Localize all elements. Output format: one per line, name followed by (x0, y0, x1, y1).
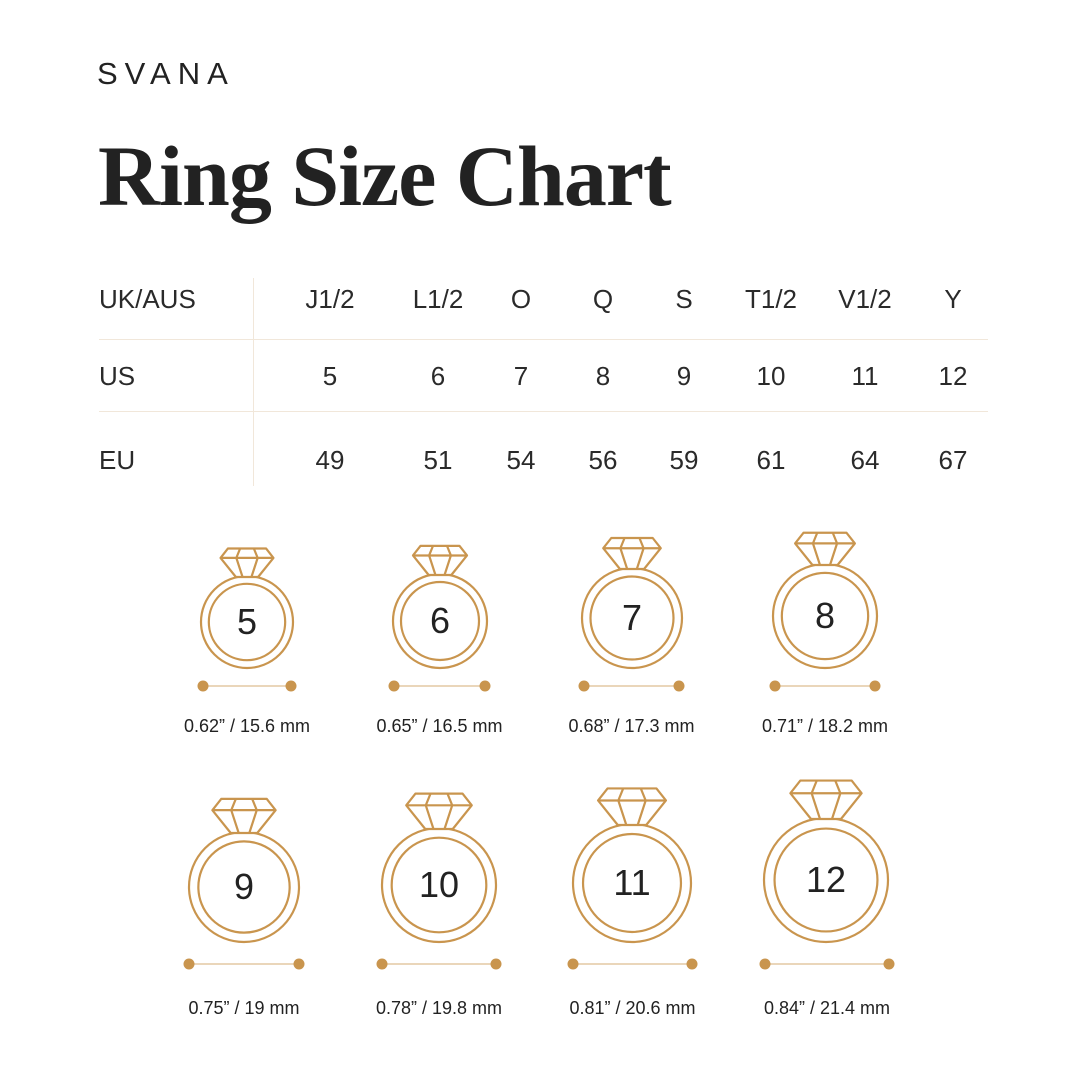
diamond-facets (795, 532, 855, 566)
table-cell: V1/2 (838, 284, 892, 314)
table-cell: 9 (676, 361, 692, 391)
ring-measurement: 0.62” / 15.6 mm (183, 716, 311, 736)
ring-size-number: 6 (430, 600, 450, 641)
diamond-icon (602, 536, 662, 571)
diamond-facets (790, 780, 862, 820)
ring-size-8: 8 (769, 531, 881, 692)
ring-size-11: 11 (567, 787, 698, 970)
diamond-icon (793, 531, 857, 567)
table-cell: 67 (938, 445, 968, 475)
table-cell: 12 (938, 361, 968, 391)
row-label: EU (99, 445, 136, 475)
diamond-icon (219, 547, 275, 579)
table-cell: L1/2 (412, 284, 464, 314)
ring-measurement: 0.81” / 20.6 mm (569, 998, 696, 1018)
ring-size-12: 12 (759, 779, 895, 970)
diameter-endpoint (883, 958, 895, 970)
ring-size-5: 5 (197, 547, 297, 692)
table-divider-vertical (253, 278, 254, 486)
ring-size-number: 5 (237, 601, 257, 642)
table-cell: 59 (669, 445, 699, 475)
table-cell: 8 (595, 361, 611, 391)
ring-size-7: 7 (578, 536, 685, 692)
diamond-icon (789, 779, 863, 821)
diameter-endpoint (285, 680, 297, 692)
table-cell: 54 (506, 445, 536, 475)
diameter-endpoint (388, 680, 400, 692)
diamond-facets (220, 548, 274, 578)
diameter-endpoint (376, 958, 388, 970)
table-divider (99, 411, 988, 412)
table-cell: 51 (423, 445, 453, 475)
row-label: UK/AUS (99, 284, 196, 314)
diamond-facets (212, 798, 276, 834)
table-cell: 7 (513, 361, 529, 391)
diamond-icon (411, 544, 469, 577)
ring-inner (390, 836, 488, 934)
diameter-endpoint (869, 680, 881, 692)
diamond-facets (598, 788, 666, 826)
table-cell: 5 (322, 361, 338, 391)
diameter-endpoint (197, 680, 209, 692)
ring-size-number: 9 (234, 866, 254, 907)
diamond-icon (211, 797, 277, 835)
ring-inner (399, 580, 481, 662)
ring-size-9: 9 (183, 797, 305, 970)
table-cell: 61 (756, 445, 786, 475)
ring-size-number: 10 (419, 864, 459, 905)
page-title: Ring Size Chart (98, 128, 672, 224)
row-label: US (99, 361, 136, 391)
diameter-endpoint (578, 680, 590, 692)
diameter-endpoint (567, 958, 579, 970)
table-cell: J1/2 (305, 284, 355, 314)
diameter-endpoint (769, 680, 781, 692)
diamond-facets (406, 793, 472, 830)
table-cell: 56 (588, 445, 618, 475)
diameter-endpoint (183, 958, 195, 970)
table-cell: Y (944, 284, 962, 314)
table-divider (99, 339, 988, 340)
ring-inner (581, 832, 683, 934)
brand-logo: SVANA (97, 56, 235, 91)
diamond-facets (412, 545, 468, 576)
ring-size-10: 10 (376, 792, 502, 970)
diameter-endpoint (686, 958, 698, 970)
ring-inner (207, 582, 287, 662)
ring-size-number: 12 (806, 859, 846, 900)
diameter-endpoint (490, 958, 502, 970)
ring-measurement: 0.75” / 19 mm (188, 998, 300, 1018)
ring-size-number: 7 (622, 597, 642, 638)
table-cell: T1/2 (744, 284, 798, 314)
diameter-endpoint (293, 958, 305, 970)
ring-measurement: 0.78” / 19.8 mm (375, 998, 503, 1018)
table-cell: Q (592, 284, 614, 314)
table-cell: O (510, 284, 532, 314)
ring-measurement: 0.68” / 17.3 mm (568, 716, 695, 736)
table-cell: 11 (851, 361, 879, 391)
table-cell: 64 (850, 445, 880, 475)
table-cell: 49 (315, 445, 345, 475)
table-cell: 10 (756, 361, 786, 391)
diameter-endpoint (673, 680, 685, 692)
ring-measurement: 0.84” / 21.4 mm (763, 998, 891, 1018)
ring-size-number: 11 (613, 862, 650, 903)
table-cell: 6 (430, 361, 446, 391)
diameter-endpoint (479, 680, 491, 692)
ring-inner (589, 575, 675, 661)
ring-inner (780, 571, 870, 661)
diamond-icon (405, 792, 473, 831)
ring-size-6: 6 (388, 544, 491, 692)
ring-measurement: 0.71” / 18.2 mm (761, 716, 889, 736)
ring-measurement: 0.65” / 16.5 mm (376, 716, 503, 736)
ring-inner (773, 827, 879, 933)
table-cell: S (675, 284, 693, 314)
diamond-facets (603, 537, 661, 570)
diameter-endpoint (759, 958, 771, 970)
ring-inner (197, 840, 291, 934)
ring-size-number: 8 (815, 595, 835, 636)
diamond-icon (596, 787, 668, 827)
